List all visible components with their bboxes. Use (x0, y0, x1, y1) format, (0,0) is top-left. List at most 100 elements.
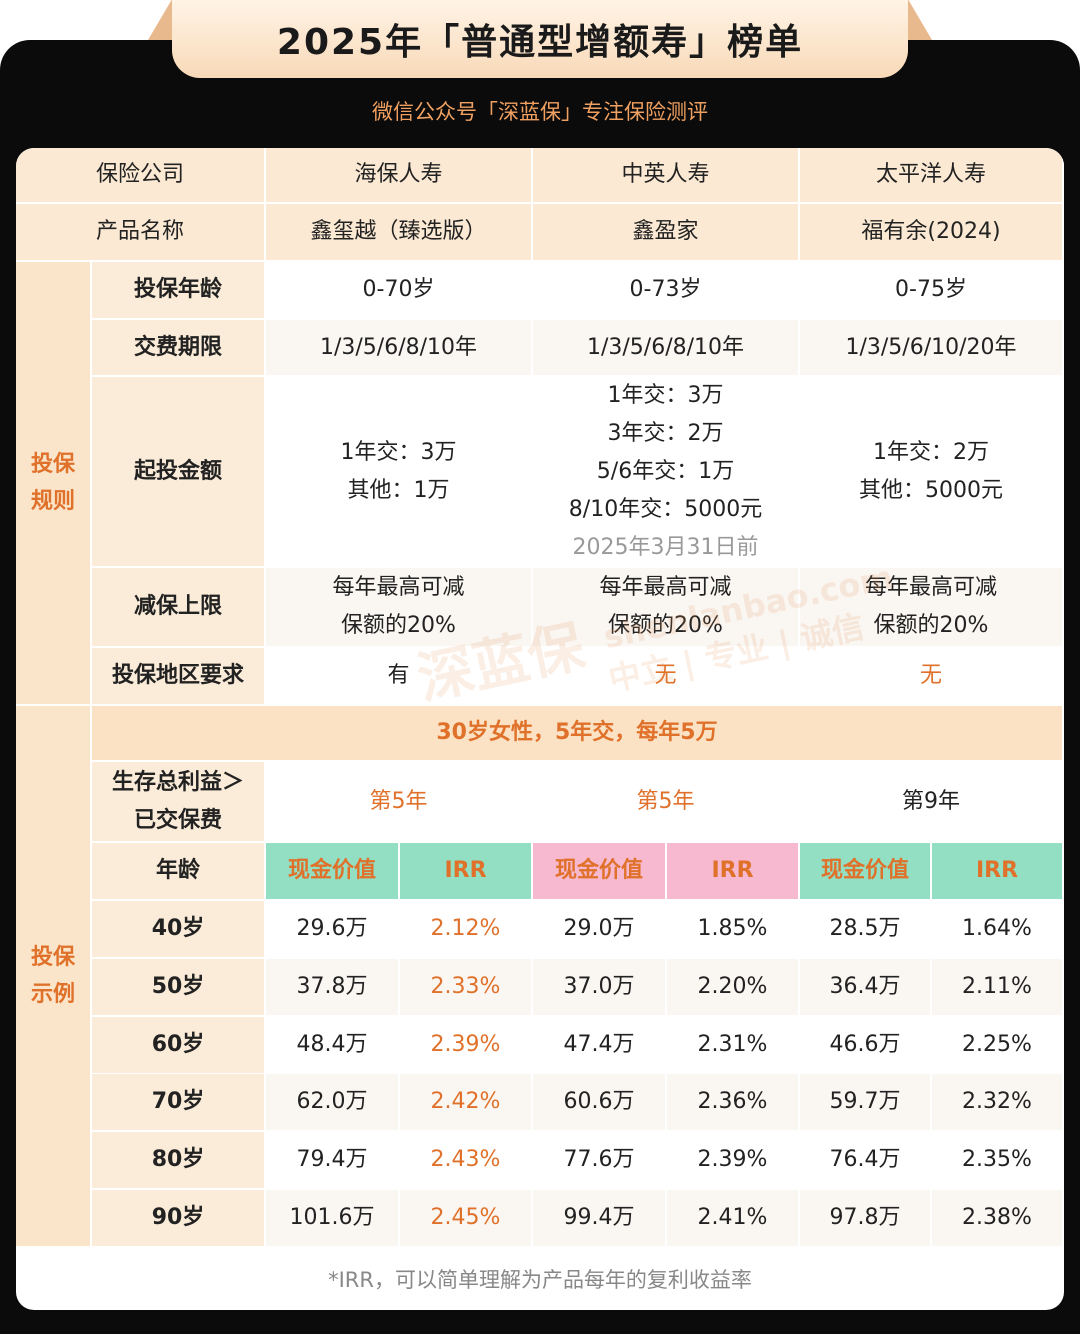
row-label: 70岁 (92, 1074, 266, 1132)
cell-text: 1年交：2万 (873, 439, 989, 465)
cell-text: 0-70岁 (362, 277, 435, 302)
value-cell: 29.0万 (533, 901, 667, 959)
cell-text: 99.4万 (563, 1205, 635, 1230)
rule-cell: 1年交：3万 其他：1万 (266, 377, 533, 568)
value-cell: 48.4万 (266, 1017, 400, 1075)
rule-cell: 每年最高可减 保额的20% (266, 568, 533, 648)
value-cell: 2.45% (400, 1190, 533, 1248)
cell-text: 76.4万 (829, 1147, 901, 1172)
value-cell: 2.33% (400, 959, 533, 1017)
cell-text: 77.6万 (563, 1147, 635, 1172)
rule-cell: 1年交：2万 其他：5000元 (800, 377, 1064, 568)
table: 保险公司 产品名称 海保人寿 鑫玺越（臻选版） 中英人寿 鑫盈家 太平洋人寿 福有余(2024… (16, 148, 1064, 1310)
cell-text: 其他：5000元 (859, 477, 1003, 503)
rule-cell: 1/3/5/6/8/10年 (266, 320, 533, 377)
value-cell: 77.6万 (533, 1132, 667, 1190)
cell-text: 80岁 (151, 1147, 205, 1172)
cell-text: 减保上限 (133, 594, 222, 619)
column-header: IRR (667, 843, 800, 901)
cell-text: IRR (444, 858, 487, 883)
value-cell: 2.39% (667, 1132, 800, 1190)
cell-text: 现金价值 (820, 858, 909, 883)
value-cell: 2.42% (400, 1074, 533, 1132)
cell-text: 2.20% (697, 974, 768, 999)
cell-text: 2.36% (697, 1089, 768, 1114)
row-label: 60岁 (92, 1017, 266, 1075)
company-cell: 海保人寿 (266, 148, 533, 204)
row-label: 90岁 (92, 1190, 266, 1248)
rule-cell: 每年最高可减 保额的20% (800, 568, 1064, 648)
column-header: IRR (400, 843, 533, 901)
cell-text: 2.33% (430, 974, 501, 999)
rule-cell: 无 (800, 648, 1064, 706)
cell-text: 97.8万 (829, 1205, 901, 1230)
value-cell: 46.6万 (800, 1017, 932, 1075)
cell-text: 鑫玺越（臻选版） (310, 219, 487, 244)
value-cell: 2.25% (932, 1017, 1064, 1075)
rule-cell: 每年最高可减 保额的20% (533, 568, 800, 648)
value-cell: 2.36% (667, 1074, 800, 1132)
cell-text: 投保地区要求 (111, 663, 244, 688)
cell-text: 47.4万 (563, 1032, 635, 1057)
cell-text: 8/10年交：5000元 (568, 496, 763, 522)
cell-text: 鑫盈家 (632, 219, 699, 244)
group-cell: 投保规则 (16, 262, 92, 706)
cell-text: 2.38% (962, 1205, 1032, 1230)
row-label: 投保年龄 (92, 262, 266, 320)
cell-text: 每年最高可减 (332, 575, 465, 600)
cell-text: 101.6万 (289, 1205, 375, 1230)
row-label: 50岁 (92, 959, 266, 1017)
cell-text: 30岁女性，5年交，每年5万 (436, 720, 718, 745)
cell-text: 2.12% (430, 916, 501, 941)
cell-text: 2.39% (697, 1147, 768, 1172)
cell-text: 起投金额 (133, 458, 222, 484)
value-cell: 37.0万 (533, 959, 667, 1017)
scenario-cell: 30岁女性，5年交，每年5万 (92, 706, 1064, 762)
cell-text: 2.39% (430, 1032, 501, 1057)
company-cell: 中英人寿 (533, 148, 800, 204)
cell-text: 2.42% (430, 1089, 501, 1114)
column-header: 现金价值 (800, 843, 932, 901)
rule-cell: 无 (533, 648, 800, 706)
cell-text: 0-75岁 (895, 277, 967, 302)
cell-text: 已交保费 (133, 807, 222, 833)
cell-text: 产品名称 (95, 219, 184, 244)
value-cell: 1.85% (667, 901, 800, 959)
group-label: 投保规则 (30, 452, 75, 514)
cell-text: 46.6万 (829, 1032, 901, 1057)
cell-text: 生存总利益＞ (111, 769, 244, 795)
cell-text: 海保人寿 (354, 162, 443, 187)
cell-text: 2.25% (962, 1032, 1032, 1057)
cell-text: 保险公司 (95, 162, 184, 187)
value-cell: 2.32% (932, 1074, 1064, 1132)
cell-text: 保额的20% (341, 613, 456, 638)
cell-text: 2.31% (697, 1032, 768, 1057)
label-cell: 产品名称 (16, 204, 266, 262)
cell-text: 29.6万 (296, 916, 368, 941)
cell-text: 59.7万 (829, 1089, 901, 1114)
value-cell: 99.4万 (533, 1190, 667, 1248)
cell-text: 2.45% (430, 1205, 501, 1230)
value-cell: 59.7万 (800, 1074, 932, 1132)
row-label: 年龄 (92, 843, 266, 901)
label-cell: 保险公司 (16, 148, 266, 204)
cell-text: 交费期限 (133, 334, 222, 360)
rule-cell: 0-70岁 (266, 262, 533, 320)
rule-cell: 1/3/5/6/10/20年 (800, 320, 1064, 377)
cell-text: 1年交：3万 (607, 382, 724, 408)
cell-text: 投保年龄 (133, 277, 222, 302)
cell-text: 第5年 (369, 788, 428, 814)
cell-text: 2.11% (962, 974, 1032, 999)
value-cell: 2.11% (932, 959, 1064, 1017)
cell-text: 2.32% (962, 1089, 1032, 1114)
value-cell: 36.4万 (800, 959, 932, 1017)
rule-cell: 有 (266, 648, 533, 706)
cell-text: 福有余(2024) (861, 219, 1001, 244)
value-cell: 79.4万 (266, 1132, 400, 1190)
subtitle: 微信公众号「深蓝保」专注保险测评 (372, 100, 708, 124)
title: 2025年「普通型增额寿」榜单 (276, 22, 804, 63)
cell-text: 每年最高可减 (599, 575, 732, 600)
cell-text: 1.64% (962, 916, 1032, 941)
cell-text: 现金价值 (554, 858, 643, 883)
